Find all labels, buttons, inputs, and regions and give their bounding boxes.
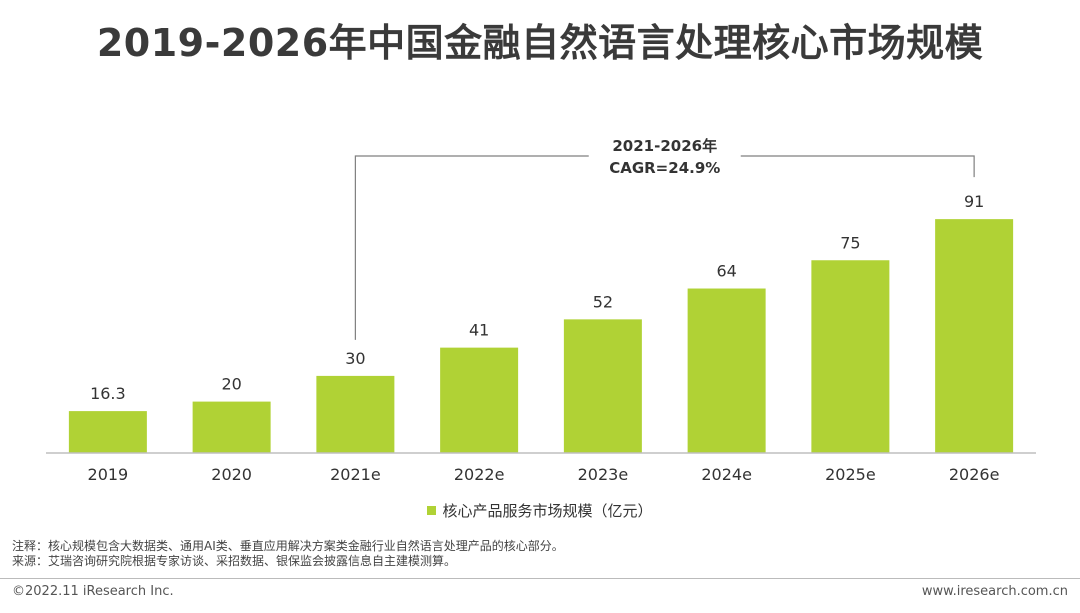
- bar: [440, 347, 519, 453]
- data-label: 20: [221, 375, 241, 394]
- legend-label: 核心产品服务市场规模（亿元）: [442, 502, 653, 520]
- cagr-bracket-left: [354, 155, 589, 340]
- x-tick-label: 2022e: [454, 465, 505, 484]
- legend-swatch: [427, 506, 437, 515]
- source-text: 来源：艾瑞咨询研究院根据专家访谈、采招数据、银保监会披露信息自主建模测算。: [12, 554, 457, 568]
- x-tick-label: 2023e: [578, 465, 629, 484]
- bar: [563, 319, 642, 453]
- data-label: 64: [716, 262, 736, 281]
- data-label: 30: [345, 349, 365, 368]
- note-text: 注释：核心规模包含大数据类、通用AI类、垂直应用解决方案类金融行业自然语言处理产…: [12, 539, 564, 553]
- x-tick-label: 2024e: [701, 465, 752, 484]
- x-tick-label: 2025e: [825, 465, 876, 484]
- bar: [192, 401, 271, 453]
- website-link[interactable]: www.iresearch.com.cn: [921, 584, 1068, 599]
- bar: [811, 260, 890, 453]
- bar: [68, 411, 147, 453]
- cagr-period-label: 2021-2026年: [612, 137, 717, 155]
- x-tick-label: 2019: [88, 465, 129, 484]
- chart-title: 2019-2026年中国金融自然语言处理核心市场规模: [96, 21, 984, 65]
- bar: [687, 288, 766, 453]
- copyright: ©2022.11 iResearch Inc.: [12, 584, 174, 599]
- data-label: 16.3: [90, 384, 126, 403]
- data-label: 41: [469, 321, 489, 340]
- cagr-value-label: CAGR=24.9%: [609, 159, 720, 177]
- x-tick-label: 2020: [211, 465, 252, 484]
- bar-chart: 16.32019202020302021e412022e522023e64202…: [46, 137, 1036, 484]
- footer-divider: [0, 578, 1080, 579]
- bar: [316, 375, 395, 453]
- data-label: 75: [840, 233, 860, 252]
- data-label: 52: [593, 292, 613, 311]
- cagr-bracket-right: [740, 155, 975, 178]
- legend: 核心产品服务市场规模（亿元）: [0, 500, 1080, 521]
- x-tick-label: 2026e: [949, 465, 1000, 484]
- data-label: 91: [964, 192, 984, 211]
- bar: [935, 219, 1014, 453]
- x-tick-label: 2021e: [330, 465, 381, 484]
- notes: 注释：核心规模包含大数据类、通用AI类、垂直应用解决方案类金融行业自然语言处理产…: [12, 539, 564, 569]
